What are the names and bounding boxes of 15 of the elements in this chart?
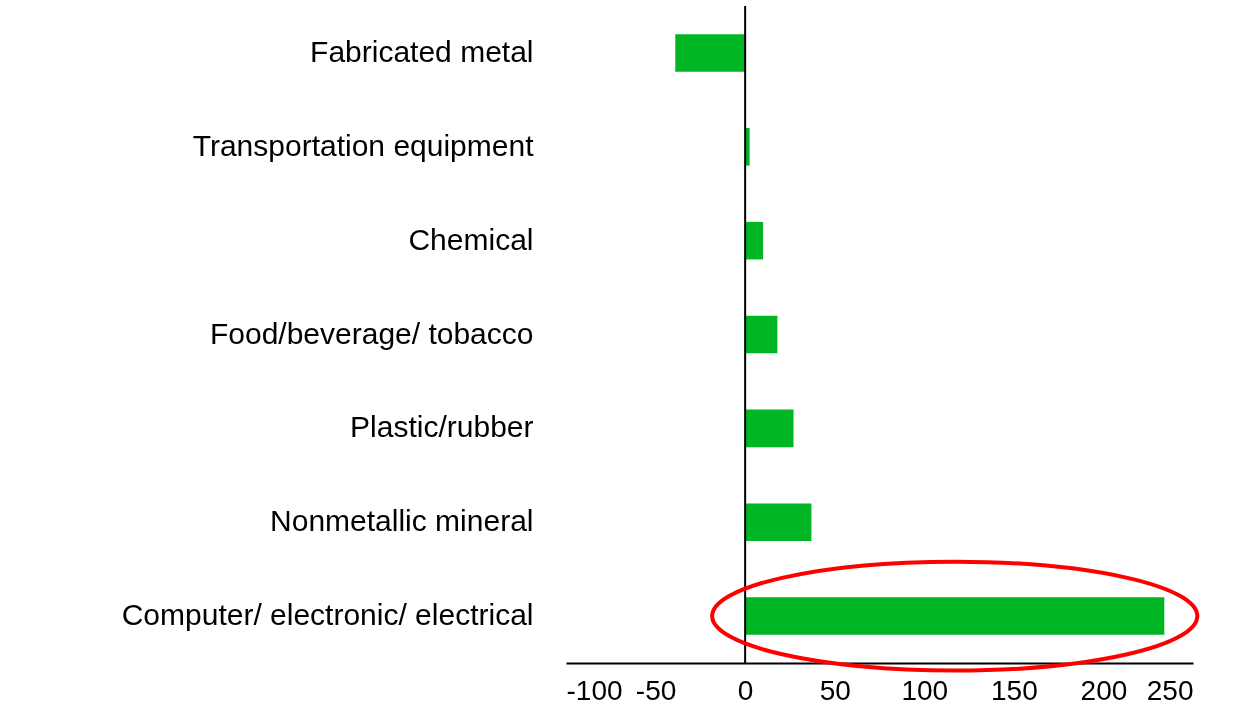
x-tick-label: 0	[737, 674, 754, 706]
x-tick-label: 100	[901, 674, 949, 706]
y-tick-label: Chemical	[408, 222, 534, 256]
x-tick-label: 250	[1146, 674, 1194, 706]
y-tick-label: Transportation equipment	[192, 128, 535, 162]
x-tick-label: 200	[1080, 674, 1128, 706]
y-tick-label: Computer/ electronic/ electrical	[121, 598, 534, 632]
y-tick-label: Fabricated metal	[310, 34, 534, 68]
y-tick-label: Plastic/rubber	[350, 410, 534, 444]
y-tick-label: Food/beverage/ tobacco	[209, 316, 534, 350]
x-tick-label: -100	[566, 674, 623, 706]
x-tick-label: 50	[819, 674, 851, 706]
x-tick-label: 150	[991, 674, 1038, 706]
y-tick-label: Nonmetallic mineral	[270, 504, 534, 538]
x-tick-label: -50	[635, 674, 677, 706]
